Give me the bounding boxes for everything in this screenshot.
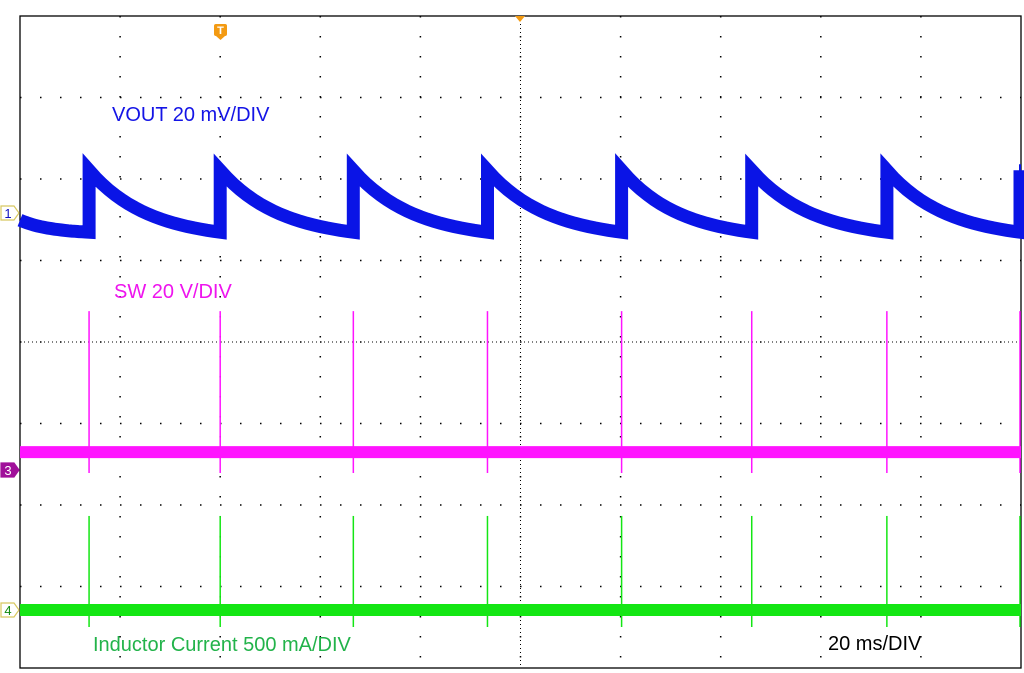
channel-3-marker: 3 (0, 462, 20, 478)
channel-1-marker: 1 (0, 205, 20, 221)
channel-marker-shape (0, 205, 20, 221)
channel-marker-label: 1 (4, 206, 11, 221)
trigger-level-marker (515, 16, 525, 22)
trigger-label: T (217, 25, 224, 37)
vout-label: VOUT 20 mV/DIV (112, 104, 270, 126)
channel-4-marker: 4 (0, 602, 20, 618)
timebase-label: 20 ms/DIV (828, 633, 922, 655)
traces (17, 153, 1024, 627)
sw-label: SW 20 V/DIV (114, 281, 232, 303)
channel-marker-shape (0, 602, 20, 618)
channel-marker-label: 3 (4, 463, 11, 478)
channel-marker-shape (0, 462, 20, 478)
inductor-current-label: Inductor Current 500 mA/DIV (93, 634, 352, 656)
channel-markers: 1 3 4 (0, 205, 20, 618)
vout-trace (17, 153, 1024, 240)
trigger-position-marker: T (214, 24, 227, 40)
channel-marker-label: 4 (4, 603, 11, 618)
